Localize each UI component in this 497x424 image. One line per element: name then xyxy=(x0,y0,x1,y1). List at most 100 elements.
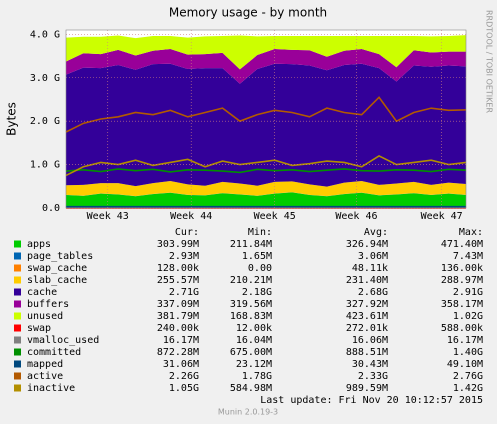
series-line xyxy=(65,168,467,174)
legend-stat: 888.51M xyxy=(346,347,388,358)
legend-stat: 136.00k xyxy=(441,263,483,274)
legend-stat: 471.40M xyxy=(441,239,483,250)
legend-stat: 16.06M xyxy=(352,335,388,346)
legend-stat: 255.57M xyxy=(157,275,199,286)
stat-header: Cur: xyxy=(175,227,199,238)
stacked-area xyxy=(66,35,466,70)
legend-stat: 423.61M xyxy=(346,311,388,322)
y-tick-label: 0.0 xyxy=(42,203,60,214)
legend-stat: 2.71G xyxy=(169,287,199,298)
stacked-area xyxy=(66,192,466,208)
legend-stat: 2.93M xyxy=(169,251,199,262)
legend-name: active xyxy=(27,371,63,382)
legend-name: cache xyxy=(27,287,57,298)
legend-stat: 168.83M xyxy=(230,311,272,322)
legend-stat: 1.65M xyxy=(242,251,272,262)
legend-stat: 989.59M xyxy=(346,383,388,394)
last-update: Last update: Fri Nov 20 10:12:57 2015 xyxy=(260,395,483,406)
legend-name: vmalloc_used xyxy=(27,335,99,346)
legend-name: inactive xyxy=(27,383,75,394)
legend-name: page_tables xyxy=(27,251,93,262)
legend-stat: 240.00k xyxy=(157,323,199,334)
legend-stat: 2.68G xyxy=(358,287,388,298)
legend-stat: 358.17M xyxy=(441,299,483,310)
legend-stat: 210.21M xyxy=(230,275,272,286)
plot xyxy=(65,29,467,209)
legend-stat: 1.02G xyxy=(453,311,483,322)
legend-swatch xyxy=(14,276,21,284)
y-tick-label: 4.0 G xyxy=(30,29,60,40)
legend-stat: 3.06M xyxy=(358,251,388,262)
legend-stat: 12.00k xyxy=(236,323,272,334)
legend-name: mapped xyxy=(27,359,63,370)
legend-stat: 1.42G xyxy=(453,383,483,394)
legend-swatch xyxy=(14,252,21,260)
legend-stat: 1.78G xyxy=(242,371,272,382)
x-tick-label: Week 44 xyxy=(170,211,212,222)
legend-swatch xyxy=(14,300,21,308)
series-line xyxy=(65,96,467,133)
x-tick-label: Week 47 xyxy=(421,211,463,222)
legend-stat: 2.33G xyxy=(358,371,388,382)
legend-stat: 211.84M xyxy=(230,239,272,250)
plot-border xyxy=(65,29,467,209)
legend-swatch xyxy=(14,348,21,356)
legend-stat: 23.12M xyxy=(236,359,272,370)
legend-stat: 2.76G xyxy=(453,371,483,382)
legend-stat: 288.97M xyxy=(441,275,483,286)
legend-stat: 584.98M xyxy=(230,383,272,394)
legend-stat: 319.56M xyxy=(230,299,272,310)
legend-swatch xyxy=(14,288,21,296)
legend-swatch xyxy=(14,240,21,248)
y-axis-label: Bytes xyxy=(5,102,19,136)
stat-header: Min: xyxy=(248,227,272,238)
stacked-area xyxy=(66,180,466,197)
legend-name: committed xyxy=(27,347,81,358)
watermark: RRDTOOL / TOBI OETIKER xyxy=(485,10,494,113)
y-tick-label: 1.0 G xyxy=(30,160,60,171)
y-tick-label: 3.0 G xyxy=(30,73,60,84)
legend-name: unused xyxy=(27,311,63,322)
legend-stat: 128.00k xyxy=(157,263,199,274)
legend-stat: 872.28M xyxy=(157,347,199,358)
legend-swatch xyxy=(14,360,21,368)
legend-name: buffers xyxy=(27,299,69,310)
legend-stat: 588.00k xyxy=(441,323,483,334)
legend-name: swap_cache xyxy=(27,263,87,274)
legend-stat: 381.79M xyxy=(157,311,199,322)
legend-stat: 231.40M xyxy=(346,275,388,286)
legend-swatch xyxy=(14,312,21,320)
legend-swatch xyxy=(14,324,21,332)
legend-stat: 675.00M xyxy=(230,347,272,358)
stat-header: Avg: xyxy=(364,227,388,238)
chart-title: Memory usage - by month xyxy=(169,6,327,20)
legend-stat: 16.17M xyxy=(447,335,483,346)
legend-stat: 303.99M xyxy=(157,239,199,250)
legend-swatch xyxy=(14,336,21,344)
legend-stat: 1.05G xyxy=(169,383,199,394)
legend-name: swap xyxy=(27,323,51,334)
legend: Cur: Min: Avg: Max: apps 303.99M 211.84M 326.94… xyxy=(14,227,483,394)
legend-stat: 16.17M xyxy=(163,335,199,346)
legend-stat: 337.09M xyxy=(157,299,199,310)
footer: Munin 2.0.19-3 xyxy=(218,408,278,417)
legend-name: slab_cache xyxy=(27,275,87,286)
stacked-area xyxy=(66,63,466,187)
x-tick-label: Week 46 xyxy=(335,211,377,222)
stat-header: Max: xyxy=(459,227,483,238)
legend-swatch xyxy=(14,372,21,380)
legend-stat: 16.04M xyxy=(236,335,272,346)
x-tick-label: Week 45 xyxy=(254,211,296,222)
legend-name: apps xyxy=(27,239,51,250)
legend-stat: 272.01k xyxy=(346,323,388,334)
legend-stat: 2.91G xyxy=(453,287,483,298)
legend-stat: 2.26G xyxy=(169,371,199,382)
stacked-area xyxy=(66,48,466,84)
legend-stat: 0.00 xyxy=(248,263,272,274)
legend-stat: 326.94M xyxy=(346,239,388,250)
legend-stat: 30.43M xyxy=(352,359,388,370)
series-line xyxy=(65,154,467,177)
legend-stat: 1.40G xyxy=(453,347,483,358)
legend-stat: 49.10M xyxy=(447,359,483,370)
